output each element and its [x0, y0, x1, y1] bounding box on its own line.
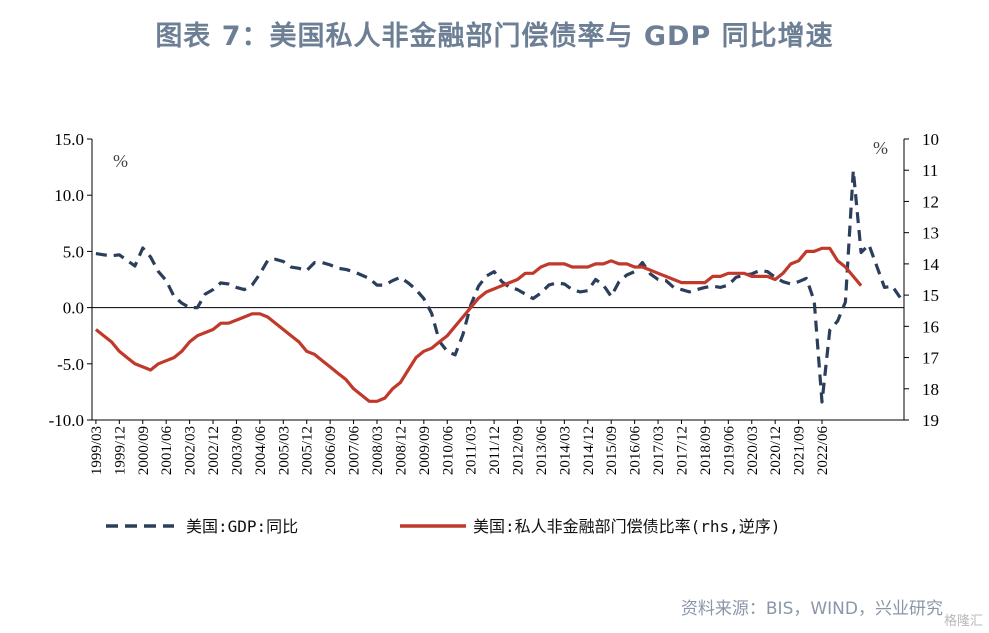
x-tick-label: 2013/06 — [534, 426, 550, 476]
x-tick-label: 2010/06 — [440, 426, 456, 476]
x-tick-label: 2001/06 — [159, 426, 175, 476]
right-tick-label: 10 — [922, 130, 939, 149]
x-tick-label: 2017/03 — [651, 426, 667, 475]
series-line-debt-service-ratio — [94, 246, 863, 403]
left-tick-label: 15.0 — [54, 130, 84, 149]
x-tick-label: 2020/12 — [768, 426, 784, 475]
left-axis: 15.0 10.0 5.0 0.0 -5.0 -10.0 — [49, 130, 92, 430]
x-tick-label: 2003/09 — [229, 426, 245, 475]
left-tick-label: -5.0 — [57, 355, 84, 374]
x-tick-label: 2015/09 — [604, 426, 620, 475]
x-tick-label: 2012/09 — [511, 426, 527, 475]
right-tick-label: 18 — [922, 380, 939, 399]
x-tick-label: 2017/12 — [674, 426, 690, 475]
right-tick-label: 16 — [922, 317, 939, 336]
right-tick-label: 15 — [922, 286, 939, 305]
x-tick-label: 2011/03 — [464, 426, 480, 475]
x-tick-label: 2011/12 — [487, 426, 503, 475]
right-tick-label: 12 — [922, 192, 939, 211]
left-tick-label: -10.0 — [49, 411, 84, 430]
x-tick-label: 2008/12 — [393, 426, 409, 475]
x-tick-label: 2006/09 — [323, 426, 339, 475]
right-tick-label: 17 — [922, 349, 940, 368]
right-axis: 10 11 12 13 14 15 16 17 18 19 — [904, 130, 940, 430]
x-axis: 1999/03 1999/12 2000/09 2001/06 2002/03 2002/… — [89, 420, 831, 475]
x-tick-label: 2009/09 — [417, 426, 433, 475]
right-tick-label: 13 — [922, 224, 939, 243]
x-tick-label: 2004/06 — [253, 426, 269, 476]
x-tick-label: 2020/03 — [745, 426, 761, 475]
x-tick-label: 1999/03 — [89, 426, 105, 475]
x-tick-label: 1999/12 — [112, 426, 128, 475]
legend: 美国:GDP:同比 美国:私人非金融部门偿债比率(rhs,逆序) — [106, 517, 780, 536]
x-tick-label: 2000/09 — [136, 426, 152, 475]
x-tick-label: 2014/12 — [581, 426, 597, 475]
x-tick-label: 2021/09 — [792, 426, 808, 475]
x-tick-label: 2008/03 — [370, 426, 386, 475]
legend-label-gdp: 美国:GDP:同比 — [186, 517, 298, 536]
x-tick-label: 2007/06 — [347, 426, 363, 476]
x-tick-label: 2005/03 — [276, 426, 292, 475]
watermark: 格隆汇 — [943, 614, 983, 629]
right-tick-label: 14 — [922, 255, 940, 274]
right-tick-label: 11 — [922, 161, 938, 180]
source-note: 资料来源：BIS，WIND，兴业研究 — [680, 599, 943, 619]
x-tick-label: 2002/12 — [206, 426, 222, 475]
x-tick-label: 2016/06 — [628, 426, 644, 476]
x-tick-label: 2022/06 — [815, 426, 831, 476]
chart-title: 图表 7：美国私人非金融部门偿债率与 GDP 同比增速 — [155, 21, 834, 52]
left-axis-unit: % — [113, 151, 128, 171]
x-tick-label: 2018/09 — [698, 426, 714, 475]
left-tick-label: 10.0 — [54, 186, 84, 205]
x-tick-label: 2005/12 — [300, 426, 316, 475]
right-axis-unit: % — [873, 138, 888, 158]
right-tick-label: 19 — [922, 411, 939, 430]
series-layer — [94, 168, 902, 404]
x-tick-label: 2014/03 — [557, 426, 573, 475]
left-tick-label: 5.0 — [63, 242, 84, 261]
series-line-gdp — [95, 168, 902, 404]
x-tick-label: 2002/03 — [183, 426, 199, 475]
legend-label-dsr: 美国:私人非金融部门偿债比率(rhs,逆序) — [473, 517, 780, 536]
left-tick-label: 0.0 — [63, 299, 84, 318]
x-tick-label: 2019/06 — [721, 426, 737, 476]
plot-frame — [91, 139, 905, 421]
